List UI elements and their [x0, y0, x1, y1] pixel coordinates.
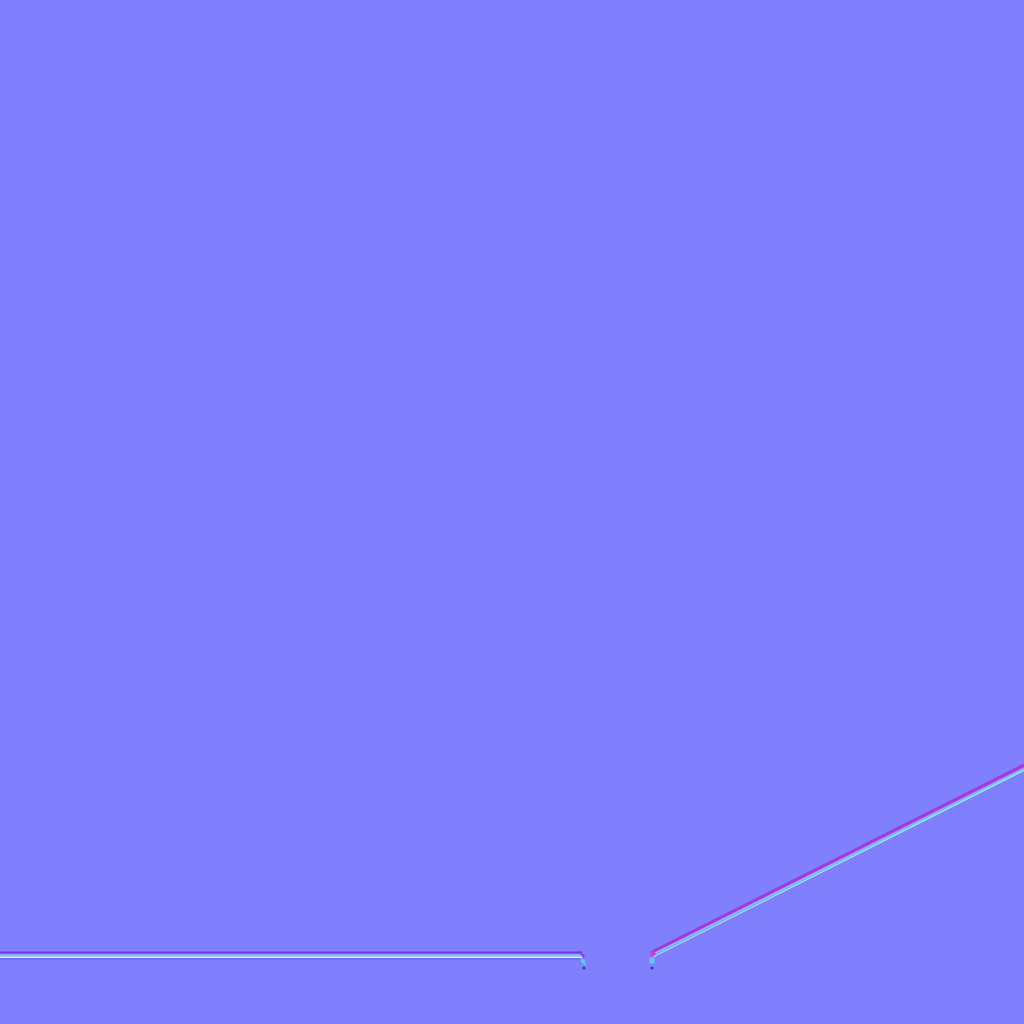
left-cap-lower	[580, 958, 586, 966]
right-ridge-upper-edge	[651, 763, 1024, 954]
right-cap-lower	[649, 957, 655, 964]
left-cap-upper	[580, 952, 585, 958]
right-ridge-lower-edge	[651, 768, 1024, 956]
right-diagonal-ridge	[651, 763, 1024, 957]
right-ridge-end-cap	[649, 950, 656, 970]
right-cap-upper	[650, 950, 656, 957]
right-ridge-pale-edge	[653, 770, 1024, 957]
left-cap-dot	[582, 966, 586, 970]
right-cap-dot	[650, 966, 654, 970]
left-ridge-end-cap	[580, 952, 586, 970]
left-horizontal-ridge	[0, 951, 582, 960]
